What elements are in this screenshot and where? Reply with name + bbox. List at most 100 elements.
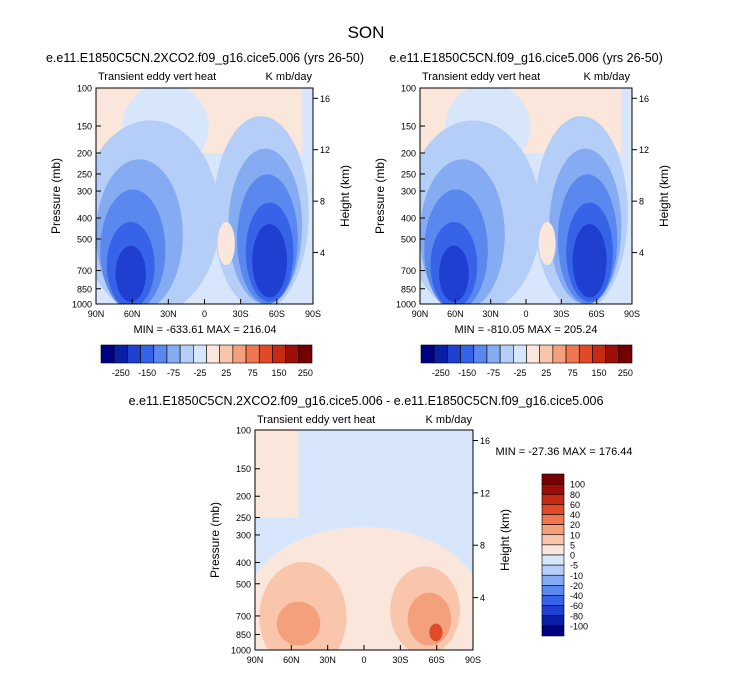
colorbar-swatch [232,344,247,364]
y-tick-label: 300 [77,187,92,197]
colorbar-label: -25 [513,368,526,378]
panel-subtitle-left: Transient eddy vert heat [257,414,375,426]
colorbar-swatch [193,344,207,364]
colorbar-swatch [258,344,273,364]
panel-title: e.e11.E1850C5CN.2XCO2.f09_g16.cice5.006 … [129,394,604,408]
colorbar-label: 250 [298,368,313,378]
colorbar-label: 80 [570,490,580,500]
y-tick-label: 200 [236,492,251,502]
colorbar-swatch [565,344,580,364]
x-tick-label: 60S [429,655,445,665]
x-tick-label: 30N [160,309,177,319]
sh-contour-4 [572,224,607,298]
contour-field [255,430,473,650]
colorbar-label: -20 [570,581,583,591]
colorbar-label: -150 [458,368,476,378]
y2-tick-label: 8 [480,541,485,551]
y-axis-label: Pressure (mb) [373,158,387,234]
colorbar-swatch [166,344,181,364]
panel-subtitle-left: Transient eddy vert heat [98,71,216,83]
colorbar-swatch [552,344,567,364]
panel-stats: MIN = -27.36 MAX = 176.44 [496,446,633,458]
colorbar-swatch [499,344,514,364]
y-tick-label: 150 [401,122,416,132]
y2-tick-label: 12 [320,145,330,155]
colorbar-swatch [541,524,565,536]
colorbar-swatch [272,344,286,364]
x-tick-label: 30N [319,655,336,665]
y-tick-label: 300 [236,530,251,540]
colorbar-label: 250 [618,368,633,378]
colorbar-label: 150 [592,368,607,378]
colorbar-swatch [219,344,234,364]
field-tropic-warm [217,221,235,266]
x-tick-label: 60N [283,655,300,665]
colorbar-swatch [513,344,527,364]
colorbar-swatch [541,625,565,637]
contour-field [96,88,313,304]
panel-subtitle-right: K mb/day [266,71,313,83]
colorbar-label: -250 [112,368,130,378]
colorbar-swatch [127,344,141,364]
x-tick-label: 0 [361,655,366,665]
y-tick-label: 100 [77,84,92,94]
y-tick-label: 1000 [396,300,416,310]
x-tick-label: 60N [447,309,464,319]
colorbar-label: -60 [570,601,583,611]
y-tick-label: 400 [77,214,92,224]
colorbar-label: 40 [570,510,580,520]
panel-bottom-difference: e.e11.E1850C5CN.2XCO2.f09_g16.cice5.006 … [129,394,633,665]
y2-tick-label: 4 [320,248,325,258]
colorbar-label: 0 [570,551,575,561]
colorbar-label: 10 [570,530,580,540]
panel-subtitle-left: Transient eddy vert heat [422,71,540,83]
colorbar-label: -25 [193,368,206,378]
colorbar-swatch [206,344,220,364]
panel-title: e.e11.E1850C5CN.2XCO2.f09_g16.cice5.006 … [46,51,364,65]
y-tick-label: 100 [236,426,251,436]
panel-subtitle-right: K mb/day [426,414,473,426]
colorbar-swatch [541,554,565,566]
y-tick-label: 850 [401,284,416,294]
colorbar-swatch [541,534,565,546]
colorbar-swatch [605,344,620,364]
y-axis-label: Pressure (mb) [49,158,63,234]
panel-top-left: e.e11.E1850C5CN.2XCO2.f09_g16.cice5.006 … [46,51,364,378]
colorbar-swatch [539,344,554,364]
x-tick-label: 90N [247,655,264,665]
x-tick-label: 90N [412,309,429,319]
colorbar-label: 25 [541,368,551,378]
colorbar-swatch [592,344,606,364]
x-tick-label: 60S [589,309,605,319]
diff-warm-3 [407,592,452,646]
diff-warm-5 [429,623,443,642]
colorbar-swatch [578,344,593,364]
x-tick-label: 30S [392,655,408,665]
y-tick-label: 400 [236,558,251,568]
colorbar-label: 25 [221,368,231,378]
y-tick-label: 1000 [72,300,92,310]
colorbar-swatch [153,344,168,364]
x-tick-label: 60S [269,309,285,319]
y-tick-label: 250 [401,169,416,179]
colorbar-swatch [140,344,155,364]
y2-axis-label: Height (km) [657,165,671,227]
x-tick-label: 90S [624,309,640,319]
colorbar-label: -10 [570,571,583,581]
colorbar-swatch [486,344,501,364]
y-tick-label: 150 [77,122,92,132]
colorbar-swatch [460,344,475,364]
colorbar-label: -250 [432,368,450,378]
colorbar-swatch [541,514,565,525]
colorbar-label: 5 [570,540,575,550]
colorbar-swatch [113,344,128,364]
panel-subtitle-right: K mb/day [584,71,631,83]
colorbar-swatch [541,585,565,596]
diff-warm-4 [276,601,321,646]
colorbar-swatch [100,344,115,364]
y2-tick-label: 16 [320,94,330,104]
colorbar-label: 75 [248,368,258,378]
colorbar-label: 20 [570,520,580,530]
